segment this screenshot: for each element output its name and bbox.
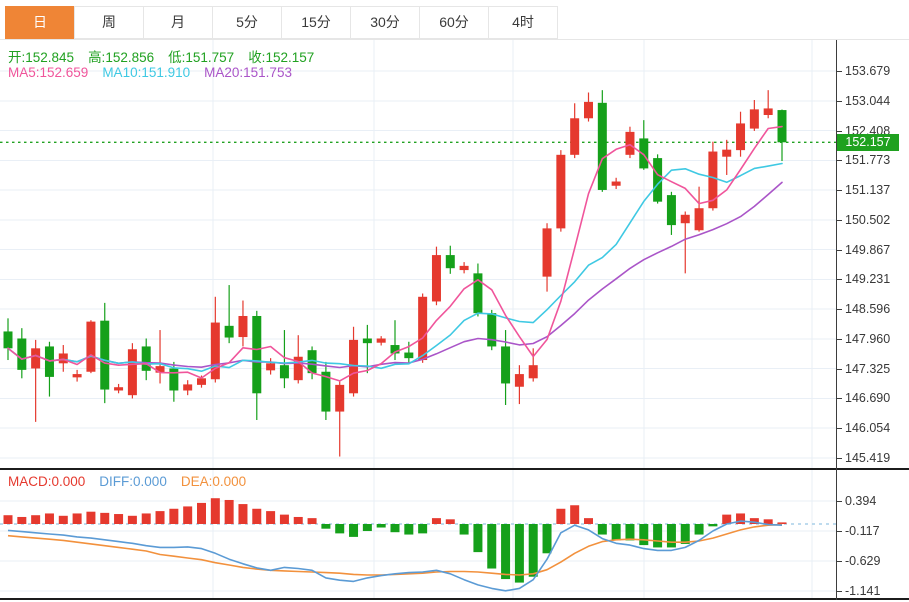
ohlc-row-item-1: 高:152.856 <box>88 50 155 65</box>
price-tick-label-10: 147.325 <box>845 362 891 376</box>
price-tick-mark-13 <box>837 458 842 459</box>
interval-tab-6[interactable]: 60分 <box>419 6 489 39</box>
ohlc-readout: 开:152.845 高:152.856 低:151.757 收:152.157 <box>8 46 328 66</box>
macd-tick-mark-3 <box>837 591 842 592</box>
macd-row-item-2: DEA:0.000 <box>180 474 247 489</box>
bottom-frame <box>0 598 909 600</box>
ohlc-row-item-3: 收:152.157 <box>248 50 315 65</box>
price-tick-mark-2 <box>837 131 842 132</box>
price-tick-label-3: 151.773 <box>845 153 891 167</box>
price-tick-mark-4 <box>837 190 842 191</box>
price-tick-mark-1 <box>837 101 842 102</box>
macd-readout: MACD:0.000 DIFF:0.000 DEA:0.000 <box>8 474 260 489</box>
interval-tab-7[interactable]: 4时 <box>488 6 558 39</box>
price-axis-line <box>836 40 837 600</box>
price-tick-mark-7 <box>837 279 842 280</box>
ma-row-item-2: MA20:151.753 <box>204 65 292 80</box>
price-tick-label-6: 149.867 <box>845 243 891 257</box>
candlestick-chart[interactable] <box>0 40 836 468</box>
ma-readout: MA5:152.659 MA10:151.910 MA20:151.753 <box>8 65 306 80</box>
price-tick-label-7: 149.231 <box>845 272 891 286</box>
macd-tick-label-1: -0.117 <box>845 524 880 538</box>
price-tick-mark-11 <box>837 398 842 399</box>
ma-row-item-1: MA10:151.910 <box>102 65 191 80</box>
interval-tab-5[interactable]: 30分 <box>350 6 420 39</box>
price-tick-label-9: 147.960 <box>845 332 891 346</box>
macd-tick-mark-1 <box>837 531 842 532</box>
macd-row-item-0: MACD:0.000 <box>8 474 86 489</box>
panel-divider <box>0 468 909 470</box>
price-tick-label-12: 146.054 <box>845 421 891 435</box>
macd-tick-mark-2 <box>837 561 842 562</box>
price-tick-label-8: 148.596 <box>845 302 891 316</box>
price-tick-mark-5 <box>837 220 842 221</box>
price-tick-mark-8 <box>837 309 842 310</box>
interval-tab-2[interactable]: 月 <box>143 6 213 39</box>
price-tick-mark-10 <box>837 369 842 370</box>
interval-tabbar: 日周月 5分 15分 30分 60分 4时 <box>0 0 909 40</box>
price-tick-label-0: 153.679 <box>845 64 891 78</box>
ohlc-row-item-0: 开:152.845 <box>8 50 75 65</box>
macd-tick-label-2: -0.629 <box>845 554 881 568</box>
interval-tab-1[interactable]: 周 <box>74 6 144 39</box>
price-tick-label-11: 146.690 <box>845 391 891 405</box>
price-tick-mark-0 <box>837 71 842 72</box>
price-tick-mark-12 <box>837 428 842 429</box>
price-tick-mark-6 <box>837 250 842 251</box>
price-tick-mark-9 <box>837 339 842 340</box>
price-tick-label-13: 145.419 <box>845 451 891 465</box>
macd-row-item-1: DIFF:0.000 <box>99 474 167 489</box>
interval-tab-0[interactable]: 日 <box>5 6 75 39</box>
price-tick-label-4: 151.137 <box>845 183 891 197</box>
interval-tab-4[interactable]: 15分 <box>281 6 351 39</box>
macd-tick-mark-0 <box>837 501 842 502</box>
macd-panel[interactable] <box>0 470 836 598</box>
ma-row-item-0: MA5:152.659 <box>8 65 89 80</box>
price-tick-mark-3 <box>837 160 842 161</box>
macd-tick-label-0: 0.394 <box>845 494 877 508</box>
ohlc-row-item-2: 低:151.757 <box>168 50 235 65</box>
price-tick-label-1: 153.044 <box>845 94 891 108</box>
tabbar-divider <box>0 39 909 40</box>
price-tick-label-5: 150.502 <box>845 213 891 227</box>
macd-tick-label-3: -1.141 <box>845 584 881 598</box>
interval-tab-3[interactable]: 5分 <box>212 6 282 39</box>
current-price-badge: 152.157 <box>837 134 899 151</box>
